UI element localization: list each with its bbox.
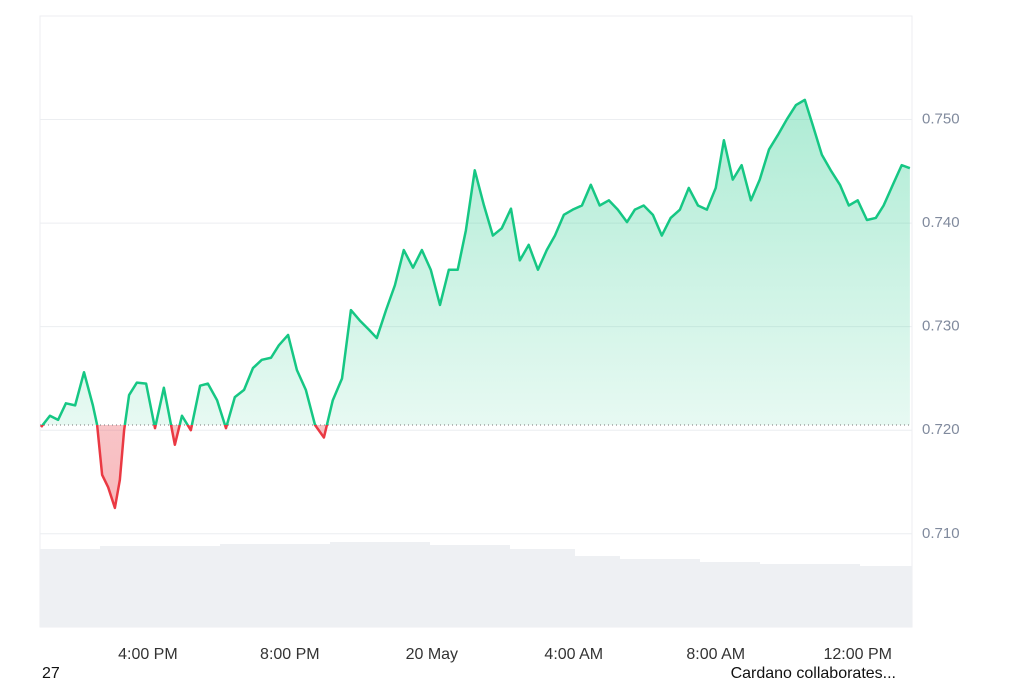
price-line: [41, 98, 911, 426]
area-below: [41, 425, 327, 508]
y-tick-label: 0.720: [922, 421, 960, 438]
y-tick-label: 0.710: [922, 525, 960, 542]
x-tick-label: 8:00 AM: [686, 646, 745, 663]
x-tick-label: 4:00 PM: [118, 646, 178, 663]
footer-right: Cardano collaborates...: [731, 665, 896, 682]
y-tick-label: 0.750: [922, 111, 960, 128]
y-tick-label: 0.740: [922, 214, 960, 231]
x-tick-label: 8:00 PM: [260, 646, 320, 663]
y-tick-label: 0.730: [922, 318, 960, 335]
x-tick-label: 4:00 AM: [544, 646, 603, 663]
area-above: [41, 99, 910, 426]
x-tick-label: 20 May: [406, 646, 458, 663]
footer-left: 27: [42, 665, 60, 682]
marks: [40, 98, 912, 510]
volume-band: [40, 542, 912, 627]
labels: 0.710 0.720 0.730 0.740 0.750 4:00 PM 8:00 PM 2…: [118, 111, 959, 664]
x-tick-label: 12:00 PM: [823, 646, 891, 663]
